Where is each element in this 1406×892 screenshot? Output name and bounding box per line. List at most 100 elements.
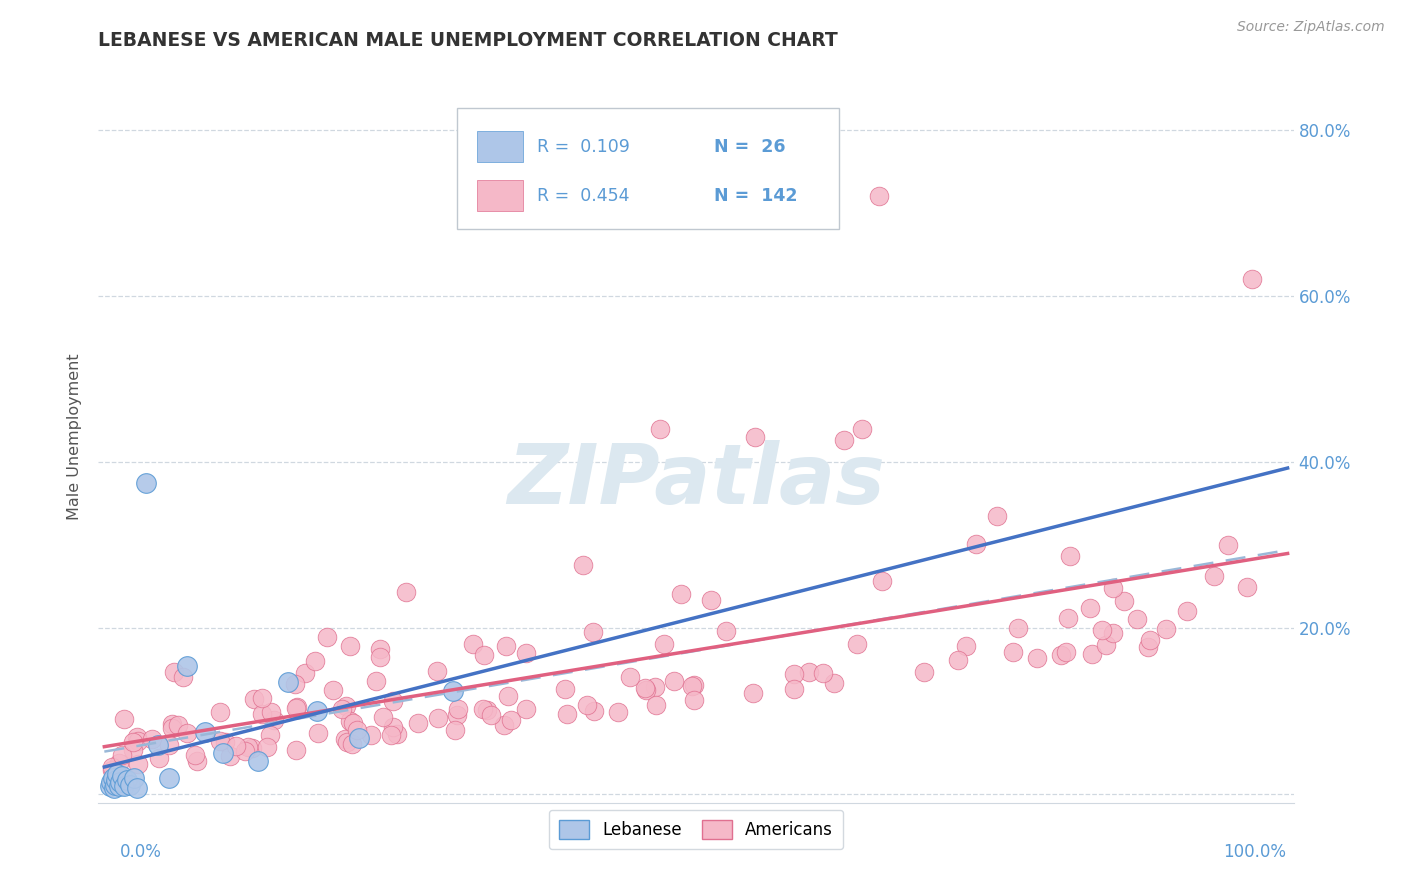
Point (284, 742, 307, 756)
Point (1154, 622, 1177, 636)
Point (681, 680, 703, 694)
Legend: Lebanese, Americans: Lebanese, Americans (548, 810, 844, 849)
Point (114, 779, 136, 793)
Point (135, 475, 157, 490)
Point (208, 734, 231, 748)
Text: LEBANESE VS AMERICAN MALE UNEMPLOYMENT CORRELATION CHART: LEBANESE VS AMERICAN MALE UNEMPLOYMENT C… (98, 31, 838, 50)
Point (218, 749, 240, 764)
Point (682, 693, 704, 707)
Point (406, 715, 429, 730)
Point (380, 728, 402, 742)
Text: N =  26: N = 26 (714, 137, 786, 156)
Point (98, 779, 121, 793)
Point (360, 728, 382, 742)
Point (441, 683, 464, 698)
Point (783, 666, 806, 681)
Point (443, 723, 465, 738)
Point (832, 434, 855, 448)
Point (650, 422, 672, 436)
Point (111, 769, 134, 783)
Point (1049, 648, 1071, 663)
Point (1059, 549, 1081, 564)
Point (294, 666, 316, 681)
Point (1054, 645, 1077, 659)
Point (121, 743, 143, 757)
Point (783, 682, 806, 697)
Point (122, 735, 145, 749)
Point (368, 650, 391, 665)
Point (619, 669, 641, 683)
Point (1078, 600, 1101, 615)
Point (105, 772, 128, 787)
Point (235, 744, 257, 758)
Point (214, 734, 236, 748)
Point (122, 771, 145, 785)
Point (112, 712, 135, 726)
Point (634, 681, 657, 695)
Point (107, 779, 129, 793)
Text: R =  0.109: R = 0.109 (537, 137, 630, 156)
Point (127, 756, 149, 771)
Point (108, 775, 131, 789)
Point (101, 760, 124, 774)
Point (1091, 623, 1114, 637)
Point (572, 558, 595, 572)
Point (387, 726, 409, 740)
Point (986, 509, 1008, 524)
Point (176, 725, 198, 739)
Point (1112, 594, 1135, 608)
Point (315, 630, 337, 644)
Point (105, 766, 128, 780)
Point (607, 705, 630, 719)
Point (1175, 603, 1198, 617)
Point (811, 666, 834, 681)
Point (336, 735, 359, 749)
Point (208, 706, 231, 720)
Point (101, 771, 124, 785)
Y-axis label: Male Unemployment: Male Unemployment (67, 354, 83, 520)
Point (446, 708, 468, 723)
Point (426, 711, 449, 725)
Point (496, 690, 519, 704)
Text: R =  0.454: R = 0.454 (537, 186, 630, 204)
Point (1095, 638, 1118, 652)
Point (333, 732, 356, 747)
Point (576, 698, 599, 712)
Point (1218, 538, 1240, 552)
Point (104, 778, 127, 792)
Text: Source: ZipAtlas.com: Source: ZipAtlas.com (1237, 20, 1385, 34)
Point (1002, 645, 1025, 659)
Point (1236, 580, 1258, 594)
FancyBboxPatch shape (477, 180, 523, 211)
Point (662, 673, 685, 688)
Point (426, 664, 449, 678)
Point (1026, 651, 1049, 665)
Point (252, 691, 274, 706)
Point (163, 665, 186, 679)
Point (461, 637, 484, 651)
FancyBboxPatch shape (457, 108, 839, 228)
Point (554, 681, 576, 696)
Point (912, 665, 935, 679)
Point (176, 658, 198, 673)
Point (335, 699, 357, 714)
Point (965, 537, 987, 551)
Point (799, 665, 821, 680)
Point (238, 740, 260, 755)
Point (252, 706, 274, 721)
Point (948, 653, 970, 667)
Point (127, 730, 149, 744)
Point (342, 716, 364, 731)
Point (471, 702, 494, 716)
Point (1139, 633, 1161, 648)
Point (260, 705, 283, 719)
Point (342, 737, 364, 751)
Point (148, 750, 170, 764)
Point (823, 676, 845, 690)
Point (103, 780, 125, 795)
Point (211, 746, 233, 760)
Point (744, 430, 766, 444)
Point (382, 694, 405, 708)
Point (1126, 612, 1149, 626)
Point (644, 698, 666, 712)
